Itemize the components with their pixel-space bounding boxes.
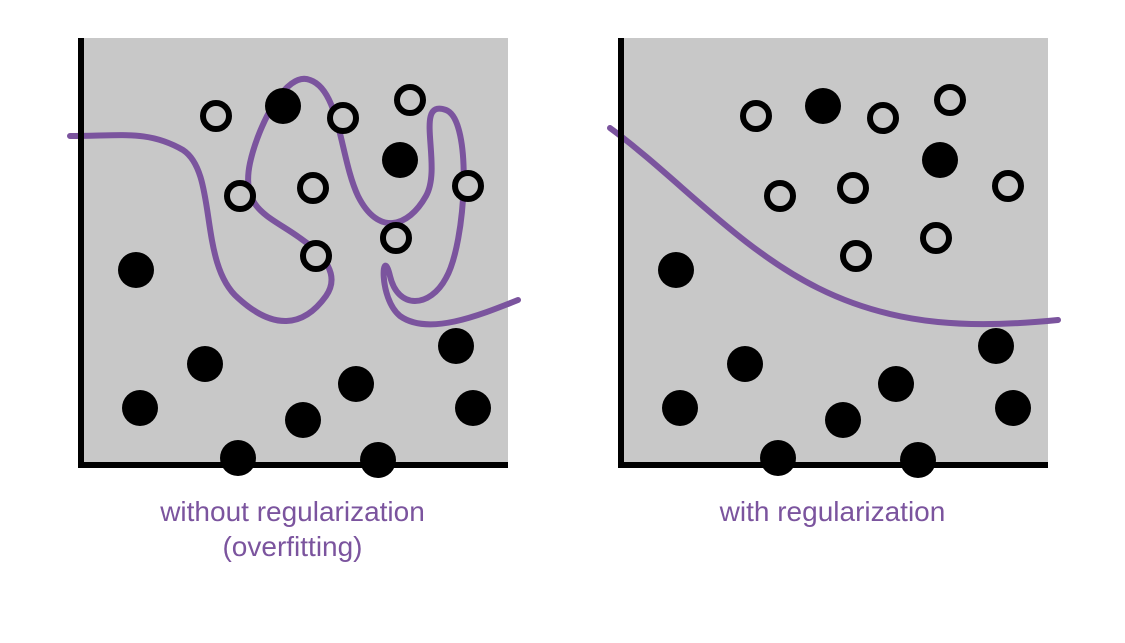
hollow-point (870, 105, 896, 131)
filled-point (825, 402, 861, 438)
filled-point (122, 390, 158, 426)
filled-point (360, 442, 396, 478)
hollow-point (397, 87, 423, 113)
hollow-point (743, 103, 769, 129)
filled-point (995, 390, 1031, 426)
filled-point (900, 442, 936, 478)
hollow-point (455, 173, 481, 199)
filled-point (727, 346, 763, 382)
hollow-point (843, 243, 869, 269)
filled-point (438, 328, 474, 364)
hollow-point (383, 225, 409, 251)
panel-left: without regularization(overfitting) (78, 38, 508, 564)
plot-box-right (618, 38, 1048, 468)
panel-right: with regularization (618, 38, 1048, 564)
panel-caption-left: without regularization(overfitting) (160, 494, 425, 564)
filled-point (220, 440, 256, 476)
filled-point (978, 328, 1014, 364)
hollow-point (303, 243, 329, 269)
filled-point (338, 366, 374, 402)
filled-point (187, 346, 223, 382)
filled-point (805, 88, 841, 124)
panel-caption-right: with regularization (720, 494, 946, 529)
caption-line-1: with regularization (720, 494, 946, 529)
plot-box-left (78, 38, 508, 468)
hollow-point (923, 225, 949, 251)
hollow-point (330, 105, 356, 131)
filled-point (760, 440, 796, 476)
filled-point (382, 142, 418, 178)
hollow-point (767, 183, 793, 209)
filled-point (265, 88, 301, 124)
hollow-point (937, 87, 963, 113)
plot-svg-left (78, 38, 508, 468)
filled-point (662, 390, 698, 426)
caption-line-2: (overfitting) (160, 529, 425, 564)
hollow-point (300, 175, 326, 201)
filled-point (285, 402, 321, 438)
caption-line-1: without regularization (160, 494, 425, 529)
filled-point (118, 252, 154, 288)
hollow-point (995, 173, 1021, 199)
hollow-point (227, 183, 253, 209)
filled-point (922, 142, 958, 178)
filled-point (878, 366, 914, 402)
hollow-point (840, 175, 866, 201)
filled-point (455, 390, 491, 426)
plot-svg-right (618, 38, 1048, 468)
filled-point (658, 252, 694, 288)
hollow-point (203, 103, 229, 129)
